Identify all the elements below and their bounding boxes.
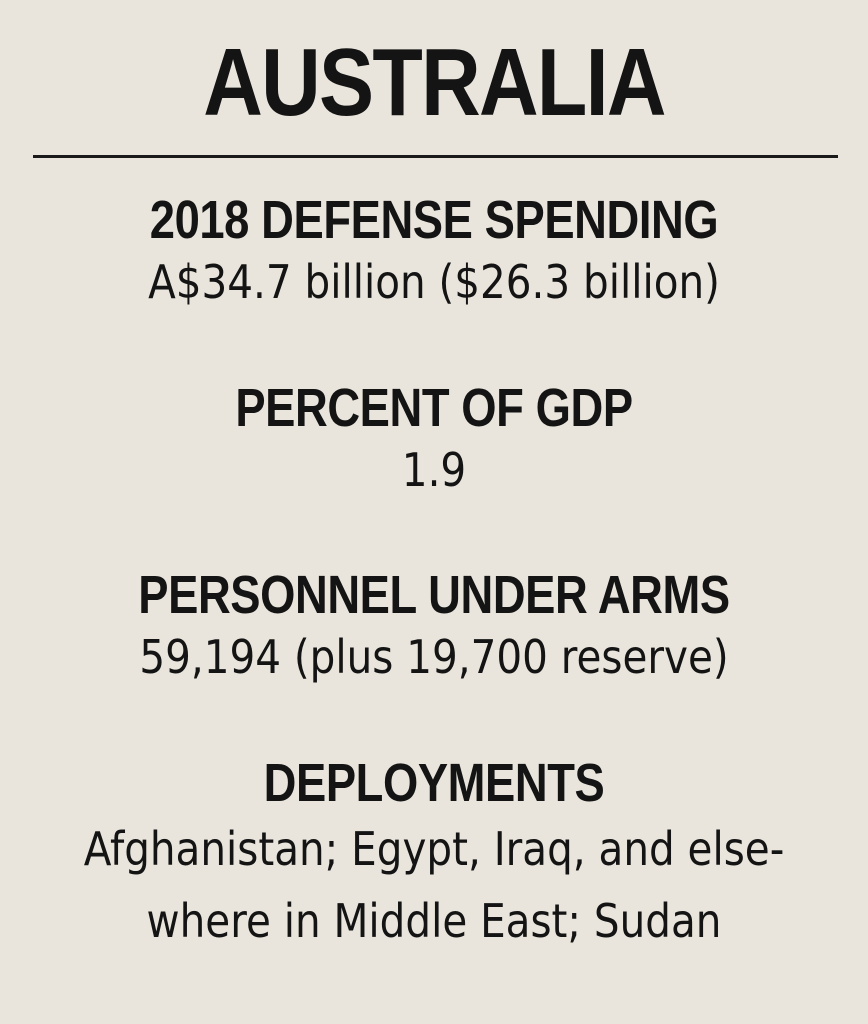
defense-spending-heading: 2018 DEFENSE SPENDING (149, 190, 719, 250)
deployments-heading: DEPLOYMENTS (263, 753, 605, 813)
defense-spending-section: 2018 DEFENSE SPENDING A$34.7 billion ($2… (0, 190, 868, 314)
personnel-section: PERSONNEL UNDER ARMS 59,194 (plus 19,700… (0, 565, 868, 689)
title-divider (33, 155, 838, 158)
deployments-section: DEPLOYMENTS Afghanistan; Egypt, Iraq, an… (0, 753, 868, 957)
deployments-value-line-1: Afghanistan; Egypt, Iraq, and else- (83, 822, 785, 876)
personnel-heading: PERSONNEL UNDER ARMS (138, 565, 730, 625)
defense-spending-value: A$34.7 billion ($26.3 billion) (148, 255, 720, 309)
percent-gdp-section: PERCENT OF GDP 1.9 (0, 378, 868, 502)
percent-gdp-heading: PERCENT OF GDP (235, 378, 633, 438)
deployments-value-line-2: where in Middle East; Sudan (146, 894, 722, 948)
country-title: AUSTRALIA (203, 29, 666, 136)
percent-gdp-value: 1.9 (401, 443, 467, 497)
personnel-value: 59,194 (plus 19,700 reserve) (139, 630, 729, 684)
